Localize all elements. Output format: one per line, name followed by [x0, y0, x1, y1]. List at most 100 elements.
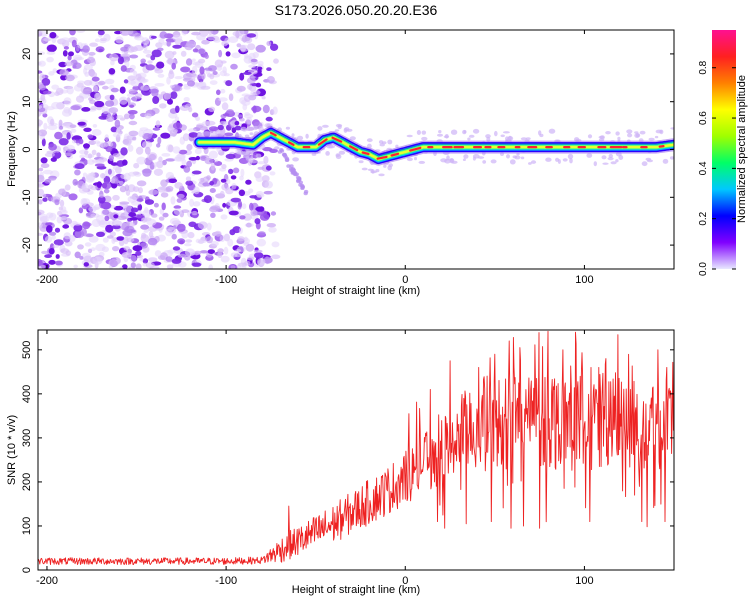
noise-blob [58, 119, 63, 128]
noise-blob [266, 41, 272, 46]
ridge-halo-blob [610, 161, 617, 165]
ridge-halo-blob [358, 160, 364, 164]
noise-blob [164, 50, 175, 59]
noise-blob [268, 226, 277, 233]
noise-blob [56, 216, 63, 224]
ridge-halo-blob [482, 160, 487, 164]
noise-blob [100, 173, 106, 179]
noise-blob [239, 117, 245, 122]
noise-blob [205, 120, 216, 126]
noise-blob [142, 258, 149, 264]
noise-blob [81, 107, 91, 112]
noise-blob [94, 163, 105, 167]
noise-blob [170, 196, 176, 205]
noise-blob [42, 197, 48, 202]
ridge-halo-blob [349, 136, 356, 141]
noise-blob [78, 207, 84, 214]
noise-blob [105, 78, 115, 85]
branch-blob [296, 179, 301, 184]
noise-blob [230, 197, 241, 203]
noise-blob [124, 205, 133, 213]
noise-blob [151, 49, 162, 58]
noise-blob [114, 119, 121, 128]
branch-blob [303, 191, 308, 196]
noise-blob [98, 115, 109, 120]
noise-blob [38, 222, 43, 228]
noise-blob [263, 155, 269, 165]
noise-blob [95, 46, 105, 53]
noise-blob [144, 113, 152, 119]
noise-blob [181, 230, 189, 239]
branch-blob [282, 152, 287, 157]
snr-series [38, 330, 674, 566]
noise-blob [194, 148, 202, 155]
noise-blob [222, 113, 230, 117]
noise-blob [135, 73, 142, 81]
snr-frame [37, 329, 675, 571]
noise-blob [84, 150, 89, 156]
noise-blob [212, 71, 218, 75]
noise-blob [217, 124, 224, 131]
noise-blob [108, 68, 116, 75]
noise-blob [74, 251, 81, 259]
noise-blob [122, 159, 128, 166]
noise-blob [115, 128, 121, 133]
noise-blob [243, 71, 252, 75]
noise-blob [203, 195, 212, 204]
noise-blob [38, 167, 44, 172]
noise-blob [254, 252, 264, 259]
noise-blob [115, 36, 124, 44]
noise-blob [88, 97, 94, 102]
noise-blob [257, 166, 265, 170]
noise-blob [46, 44, 57, 53]
noise-blob [158, 216, 165, 221]
ridge-halo-blob [291, 133, 295, 138]
noise-blob [161, 202, 166, 211]
ridge-halo-blob [525, 137, 531, 141]
noise-blob [40, 157, 48, 164]
noise-blob [235, 249, 242, 253]
noise-blob [144, 146, 151, 155]
noise-blob [117, 215, 127, 221]
noise-blob [48, 71, 55, 76]
ridge-halo-blob [317, 126, 323, 131]
colorbar-ticks: 0.0 0.2 0.4 0.6 0.8 [698, 60, 736, 276]
noise-blob [124, 30, 134, 35]
noise-blob [136, 180, 147, 187]
ridge-halo-blob [255, 153, 262, 159]
noise-blob [193, 201, 201, 207]
noise-blob [220, 178, 227, 183]
snr-y-ticks: 0 100 200 300 400 500 [21, 341, 674, 573]
noise-blob [91, 218, 102, 228]
noise-blob [159, 31, 168, 39]
ridge-halo-blob [406, 134, 413, 138]
ridge-halo-blob [378, 173, 385, 177]
noise-blob [48, 259, 56, 265]
noise-blob [68, 193, 78, 201]
noise-blob [145, 64, 155, 71]
noise-blob [208, 150, 218, 159]
ridge-halo-blob [467, 137, 471, 141]
noise-blob [138, 129, 145, 137]
noise-blob [106, 235, 114, 239]
noise-blob [154, 83, 165, 87]
noise-blob [55, 254, 60, 259]
noise-blob [172, 146, 181, 154]
noise-blob [150, 55, 156, 61]
noise-blob [38, 51, 45, 55]
noise-blob [41, 250, 49, 255]
noise-blob [191, 170, 202, 175]
noise-blob [78, 138, 84, 145]
noise-blob [46, 212, 54, 218]
noise-blob [165, 158, 176, 162]
noise-blob [110, 126, 118, 133]
noise-blob [83, 64, 93, 71]
noise-blob [128, 89, 137, 94]
noise-blob [102, 237, 109, 243]
noise-blob [157, 73, 165, 78]
noise-blob [142, 133, 153, 140]
noise-blob [89, 172, 96, 176]
noise-blob [83, 127, 92, 132]
noise-blob [191, 112, 199, 118]
noise-blob [170, 91, 178, 99]
